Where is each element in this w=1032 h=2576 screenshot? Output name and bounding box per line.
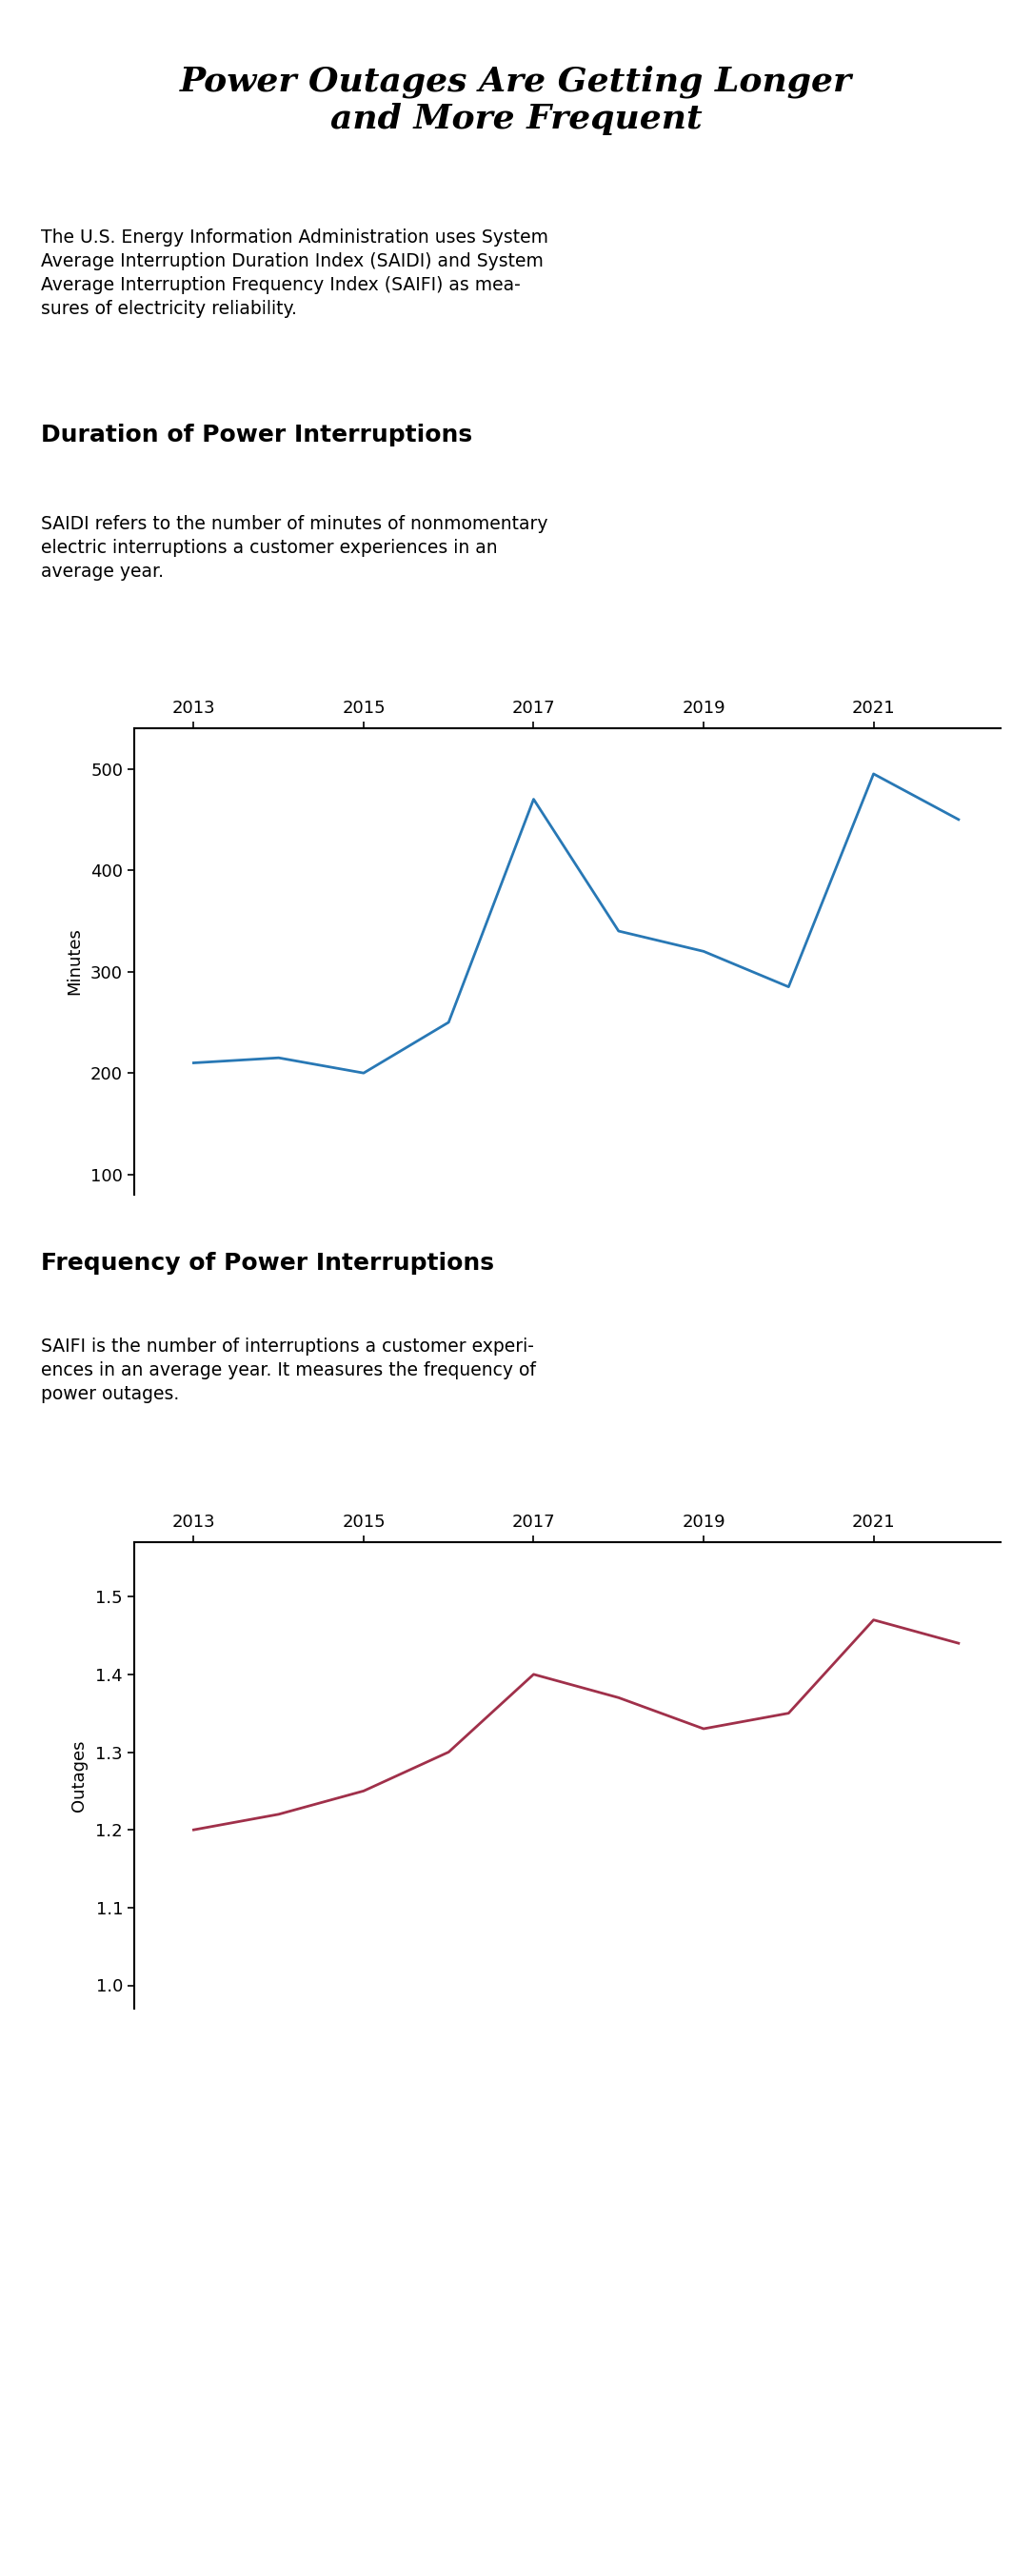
Text: SAIFI is the number of interruptions a customer experi-
ences in an average year: SAIFI is the number of interruptions a c… [41, 1337, 537, 1404]
Text: SAIDI refers to the number of minutes of nonmomentary
electric interruptions a c: SAIDI refers to the number of minutes of… [41, 515, 548, 580]
Text: The U.S. Energy Information Administration uses System
Average Interruption Dura: The U.S. Energy Information Administrati… [41, 229, 549, 317]
Y-axis label: Outages: Outages [70, 1739, 88, 1811]
Text: Duration of Power Interruptions: Duration of Power Interruptions [41, 422, 473, 446]
Text: Power Outages Are Getting Longer
and More Frequent: Power Outages Are Getting Longer and Mor… [180, 64, 852, 134]
Text: Frequency of Power Interruptions: Frequency of Power Interruptions [41, 1252, 494, 1275]
Y-axis label: Minutes: Minutes [65, 927, 83, 994]
